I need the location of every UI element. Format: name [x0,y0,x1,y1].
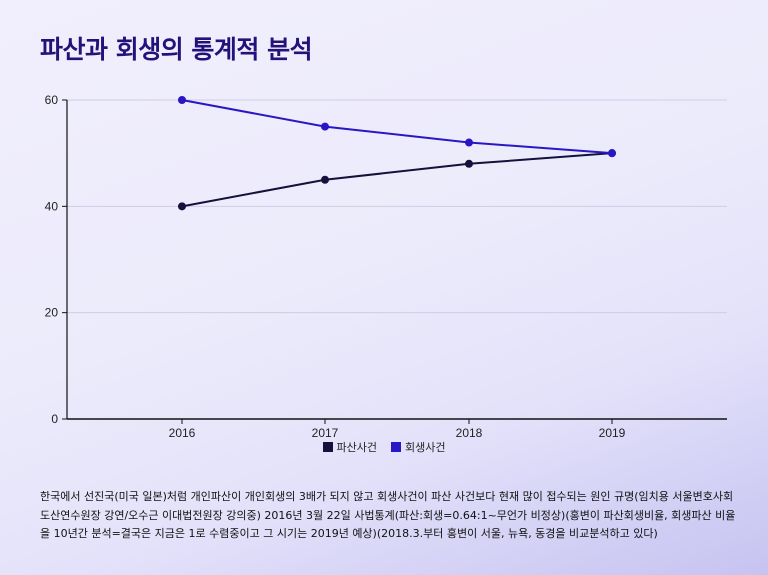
legend-label-bankruptcy: 파산사건 [336,441,377,454]
legend-label-rehabilitation: 회생사건 [405,441,446,454]
line-chart: 0 20 40 60 2016 2017 2018 2019 [45,93,727,440]
footnote: 한국에서 선진국(미국 일본)처럼 개인파산이 개인회생의 3배가 되지 않고 … [40,490,736,540]
legend-item-rehabilitation: 회생사건 [391,439,445,455]
legend: 파산사건 회생사건 [0,439,768,455]
data-point-0-2018 [465,159,473,168]
axes: 0 20 40 60 2016 2017 2018 2019 [45,93,727,440]
y-tick-label-40: 40 [45,199,59,213]
x-tick-label-2019: 2019 [599,426,626,440]
grid-lines [67,99,727,314]
legend-item-bankruptcy: 파산사건 [322,439,377,455]
data-point-0-2017 [321,175,329,184]
x-tick-label-2018: 2018 [456,426,483,440]
series [178,96,616,211]
data-point-1-2018 [465,138,473,147]
data-point-1-2016 [178,96,186,104]
data-point-1-2017 [321,122,329,131]
data-point-1-2019 [608,149,616,158]
y-tick-label-0: 0 [51,412,58,426]
data-point-0-2016 [178,202,186,211]
series-line-1 [181,99,613,155]
x-tick-label-2017: 2017 [312,426,339,440]
y-tick-label-20: 20 [45,306,59,320]
y-tick-label-60: 60 [45,93,59,107]
legend-swatch-bankruptcy [322,442,333,452]
chart-title: 파산과 회생의 통계적 분석 [40,35,313,64]
legend-swatch-rehabilitation [391,442,401,452]
x-tick-label-2016: 2016 [169,426,196,440]
series-line-0 [181,152,613,208]
